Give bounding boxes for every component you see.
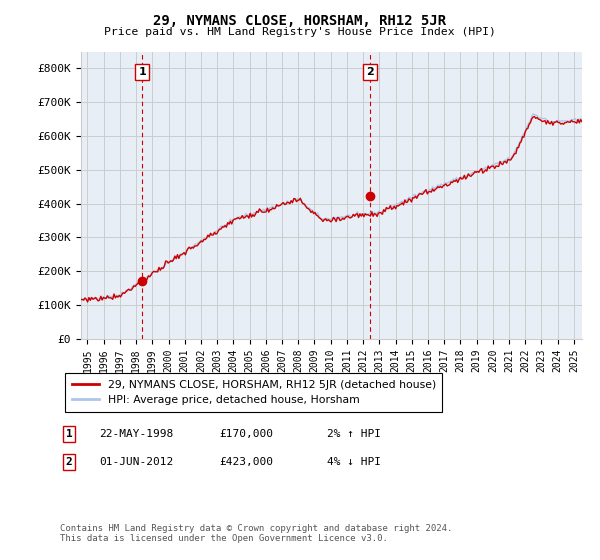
Text: Price paid vs. HM Land Registry's House Price Index (HPI): Price paid vs. HM Land Registry's House … xyxy=(104,27,496,37)
Text: 2: 2 xyxy=(366,67,374,77)
Text: 2: 2 xyxy=(65,457,73,467)
Text: 01-JUN-2012: 01-JUN-2012 xyxy=(99,457,173,467)
Text: 1: 1 xyxy=(65,429,73,439)
Text: 2% ↑ HPI: 2% ↑ HPI xyxy=(327,429,381,439)
Text: 1: 1 xyxy=(139,67,146,77)
Text: 4% ↓ HPI: 4% ↓ HPI xyxy=(327,457,381,467)
Text: £423,000: £423,000 xyxy=(219,457,273,467)
Text: £170,000: £170,000 xyxy=(219,429,273,439)
Text: 29, NYMANS CLOSE, HORSHAM, RH12 5JR: 29, NYMANS CLOSE, HORSHAM, RH12 5JR xyxy=(154,14,446,28)
Text: Contains HM Land Registry data © Crown copyright and database right 2024.
This d: Contains HM Land Registry data © Crown c… xyxy=(60,524,452,543)
Text: 22-MAY-1998: 22-MAY-1998 xyxy=(99,429,173,439)
Legend: 29, NYMANS CLOSE, HORSHAM, RH12 5JR (detached house), HPI: Average price, detach: 29, NYMANS CLOSE, HORSHAM, RH12 5JR (det… xyxy=(65,374,442,412)
